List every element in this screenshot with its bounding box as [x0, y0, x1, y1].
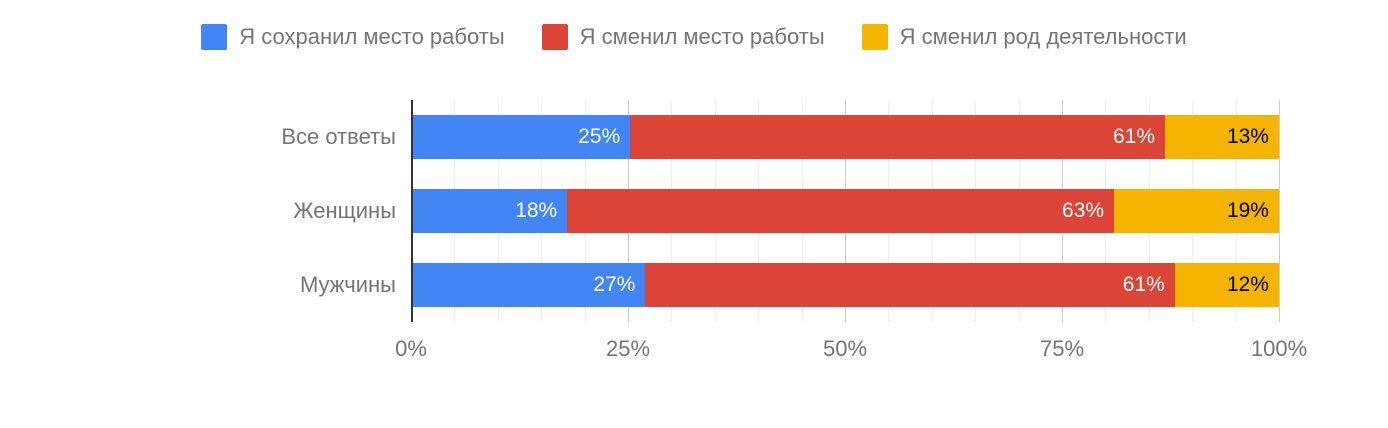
bar-value-label: 12% [1226, 273, 1269, 296]
bar-row: 18% 63% 19% [411, 174, 1279, 248]
stacked-bar: 27% 61% 12% [411, 263, 1279, 307]
bar-row: 27% 61% 12% [411, 248, 1279, 322]
legend-swatch-yellow [861, 24, 888, 50]
bar-value-label: 63% [1062, 199, 1105, 222]
bar-segment-series-0[interactable]: 27% [411, 263, 646, 307]
bar-segment-series-1[interactable]: 63% [567, 189, 1115, 233]
legend: Я сохранил место работы Я сменил место р… [0, 24, 1388, 50]
bar-value-label: 19% [1226, 199, 1269, 222]
legend-item-kept-job[interactable]: Я сохранил место работы [201, 24, 505, 50]
stacked-bar: 25% 61% 13% [411, 115, 1279, 159]
x-axis-tick-label: 0% [395, 336, 427, 361]
gridline-major [1279, 100, 1280, 322]
bar-value-label: 13% [1226, 125, 1269, 148]
bar-value-label: 27% [593, 273, 636, 296]
bar-segment-series-2[interactable]: 19% [1114, 189, 1279, 233]
category-label: Женщины [293, 198, 396, 223]
category-label: Мужчины [299, 272, 396, 297]
y-axis-baseline [411, 100, 413, 322]
legend-label: Я сменил место работы [579, 24, 825, 49]
bar-segment-series-1[interactable]: 61% [645, 263, 1175, 307]
bar-segment-series-2[interactable]: 12% [1174, 263, 1279, 307]
x-axis-tick-label: 100% [1250, 336, 1308, 361]
plot-area: 25% 61% 13% 18% 63% 19% 27% 61% 12% [411, 100, 1280, 322]
bar-segment-series-0[interactable]: 18% [411, 189, 568, 233]
x-axis-tick-label: 25% [605, 336, 651, 361]
stacked-bar: 18% 63% 19% [411, 189, 1279, 233]
legend-label: Я сохранил место работы [239, 24, 505, 49]
x-axis-tick-label: 50% [822, 336, 868, 361]
y-axis-category-labels: Все ответы Женщины Мужчины [0, 100, 396, 322]
legend-item-changed-field[interactable]: Я сменил род деятельности [861, 24, 1187, 50]
bars-layer: 25% 61% 13% 18% 63% 19% 27% 61% 12% [411, 100, 1279, 322]
x-axis-tick-label: 75% [1039, 336, 1085, 361]
bar-value-label: 61% [1122, 273, 1165, 296]
bar-value-label: 25% [578, 125, 621, 148]
legend-label: Я сменил род деятельности [899, 24, 1187, 49]
bar-value-label: 61% [1112, 125, 1156, 148]
legend-item-changed-job[interactable]: Я сменил место работы [541, 24, 825, 50]
legend-swatch-red [541, 24, 568, 50]
bar-segment-series-0[interactable]: 25% [411, 115, 631, 159]
bar-value-label: 18% [515, 199, 558, 222]
category-label: Все ответы [281, 124, 396, 149]
bar-row: 25% 61% 13% [411, 100, 1279, 174]
bar-segment-series-2[interactable]: 13% [1165, 115, 1279, 159]
legend-swatch-blue [201, 24, 228, 50]
bar-segment-series-1[interactable]: 61% [630, 115, 1166, 159]
